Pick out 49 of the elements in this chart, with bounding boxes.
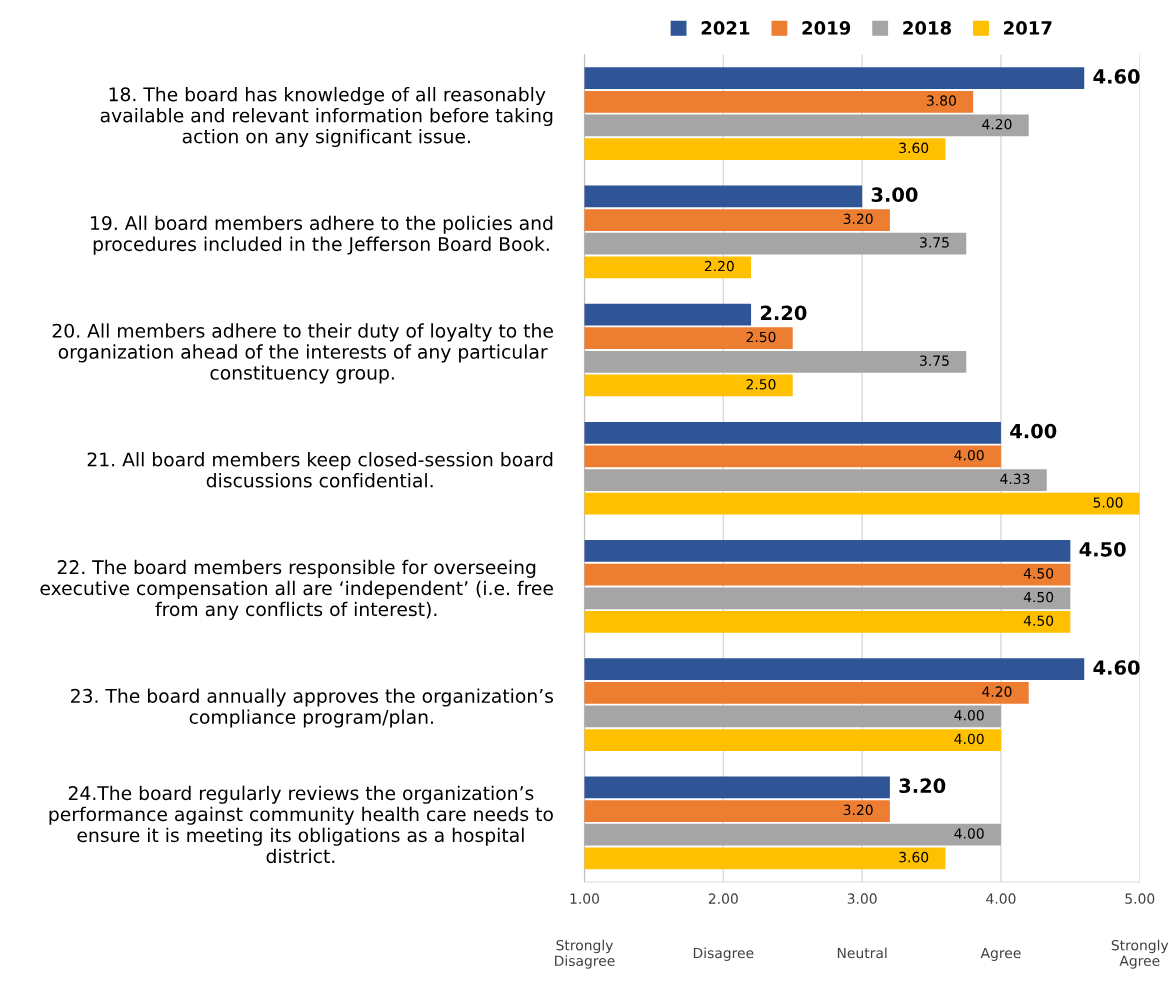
x-tick-label: 5.00 (1125, 893, 1155, 904)
data-label: 4.60 (1093, 69, 1140, 84)
y-tick-label: 23. The board annually approves the organization’s compliance program/plan. (71, 688, 554, 728)
data-label: 3.60 (899, 851, 929, 863)
x-tick-label: 2.00 (708, 893, 738, 904)
data-label: 4.33 (1000, 473, 1030, 485)
text: Neutral (837, 947, 887, 959)
y-tick-label: 18. The board has knowledge of all reasonably available and relevant information before taking action on any significant issue. (100, 86, 553, 148)
y-tick-label: 24.The board regularly reviews the organization’s performance against community health care needs to ensure it is meeting its obligations as a hospital district. (49, 785, 553, 864)
data-label: 2.50 (746, 379, 776, 390)
data-label: 2.20 (704, 260, 734, 272)
text: Strongly Disagree (555, 939, 615, 969)
data-label: 4.20 (982, 118, 1012, 130)
data-label: 4.00 (1010, 423, 1057, 439)
x-tick-label: 1.00 (570, 893, 600, 904)
data-label: 3.20 (843, 213, 873, 225)
y-tick-label: 20. All members adhere to their duty of loyalty to the organization ahead of the interests of any particular constituency group. (52, 323, 553, 384)
data-label: 4.00 (954, 733, 984, 745)
data-label: 4.50 (1023, 568, 1054, 579)
data-label: 3.20 (843, 804, 873, 816)
y-tick-label: 21. All board members keep closed-session board discussions confidential. (87, 452, 553, 488)
y-tick-label: 19. All board members adhere to the policies and procedures included in the Jefferson Board Book. (91, 215, 553, 255)
text: Disagree (693, 947, 754, 961)
legend-label: 2019 (802, 21, 851, 35)
data-label: 3.75 (920, 237, 949, 248)
x-tick-label: 4.00 (986, 893, 1016, 904)
data-label: 4.00 (954, 449, 984, 461)
data-label: 3.00 (871, 187, 918, 202)
data-label: 4.00 (954, 828, 984, 839)
data-label: 3.60 (899, 142, 929, 154)
text: Strongly Agree (1111, 939, 1169, 969)
legend-label: 2021 (701, 21, 750, 35)
data-label: 4.50 (1023, 591, 1054, 603)
data-label: 4.50 (1023, 615, 1054, 626)
data-label: 3.75 (920, 355, 949, 366)
data-label: 4.00 (954, 710, 984, 721)
data-label: 2.50 (746, 331, 776, 343)
data-label: 5.00 (1093, 497, 1123, 508)
data-label: 4.20 (982, 686, 1012, 697)
x-tick-label: 3.00 (847, 893, 877, 904)
data-label: 3.20 (899, 778, 946, 794)
y-tick-label: 22. The board members responsible for overseeing executive compensation all are ‘independent’ (i.e. free from any conflicts of interest). (40, 559, 553, 620)
data-label: 3.80 (927, 95, 956, 106)
data-label: 4.50 (1079, 541, 1126, 557)
legend-label: 2018 (903, 21, 951, 35)
data-label: 2.20 (760, 305, 807, 321)
legend-label: 2017 (1004, 21, 1052, 35)
data-label: 4.60 (1093, 660, 1140, 675)
text: Agree (980, 947, 1021, 961)
